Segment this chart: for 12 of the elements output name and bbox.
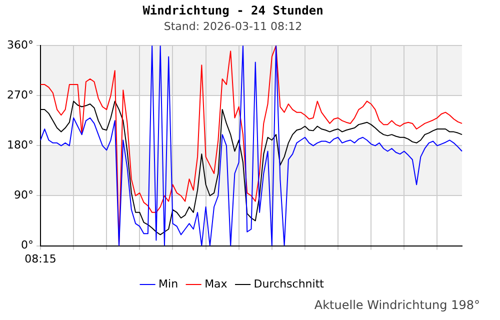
y-tick-label: 90° <box>14 188 34 202</box>
y-tick-label: 180° <box>6 138 34 152</box>
x-tick-label: 08:15 <box>24 252 56 266</box>
text: Aktuelle Windrichtung 198° <box>314 298 480 312</box>
legend-label: Max <box>204 277 228 290</box>
legend-label: Durchschnitt <box>254 277 325 290</box>
y-tick-label: 270° <box>6 88 34 102</box>
y-tick-label: 0° <box>20 238 34 252</box>
y-tick-label: 360° <box>6 38 34 52</box>
legend-label: Min <box>158 277 178 290</box>
chart-title: Windrichtung - 24 Stunden <box>142 3 324 18</box>
chart-subtitle: Stand: 2026-03-11 08:12 <box>164 20 302 33</box>
